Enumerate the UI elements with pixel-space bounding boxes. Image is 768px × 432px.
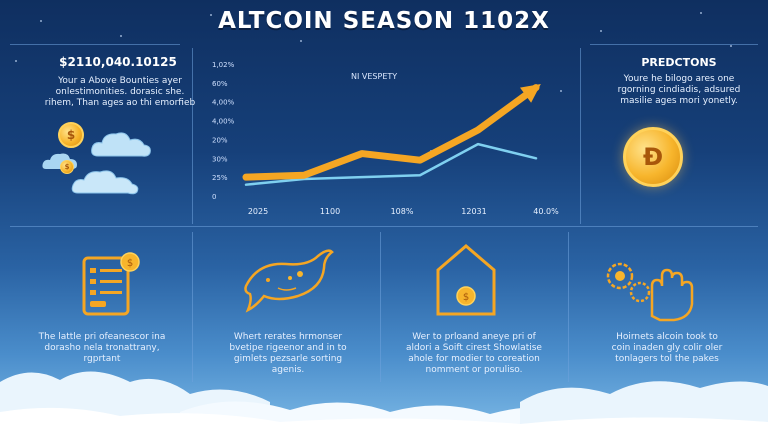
price-description: Your a Above Bounties ayer onlestimoniti… bbox=[44, 76, 196, 108]
y-tick-label: 0 bbox=[212, 193, 216, 201]
whale-icon bbox=[244, 249, 334, 313]
divider-right-chart bbox=[580, 48, 581, 224]
top-divider-left bbox=[10, 44, 180, 45]
trend-arrowhead bbox=[520, 84, 541, 103]
panel-2-text: Whert rerates hrmonser bvetipe rigeenor … bbox=[229, 332, 347, 375]
x-tick-label: 108% bbox=[391, 207, 414, 216]
series-line-blue bbox=[244, 142, 538, 186]
house-shield-icon: $ bbox=[436, 244, 496, 316]
y-tick-label: 1,02% bbox=[212, 61, 235, 69]
x-tick-label: 12031 bbox=[461, 207, 486, 216]
hand-coins-icon bbox=[606, 262, 694, 322]
cloud-icon bbox=[91, 132, 151, 157]
dollar-coin-icon: $ bbox=[58, 122, 84, 148]
panel-3-text: Wer to prloand aneye pri of aldori a Soi… bbox=[406, 332, 542, 375]
x-tick-label: 1100 bbox=[320, 207, 340, 216]
x-tick-label: 40.0% bbox=[533, 207, 559, 216]
y-tick-label: 60% bbox=[212, 80, 228, 88]
growth-chart: 1,02% 60% 4,00% 4,00% 20% 30% 25% 0 2025 1100 108%… bbox=[196, 48, 580, 222]
svg-text:$: $ bbox=[127, 258, 133, 269]
y-tick-label: 20% bbox=[212, 136, 228, 144]
divider-left-chart bbox=[192, 48, 193, 224]
chart-svg: 1,02% 60% 4,00% 4,00% 20% 30% 25% 0 2025 1100 108%… bbox=[212, 61, 559, 216]
panel-1-text: The lattle pri ofeanescor ina dorasho ne… bbox=[38, 332, 166, 364]
x-tick-label: 2025 bbox=[248, 207, 268, 216]
house-coin-symbol: $ bbox=[463, 292, 469, 303]
document-checklist-icon: $ bbox=[82, 252, 140, 316]
page-title: ALTCOIN SEASON 1102X bbox=[218, 8, 550, 34]
y-tick-label: 30% bbox=[212, 155, 228, 163]
divider-bottom-2 bbox=[380, 232, 381, 382]
cloud-large-icon bbox=[71, 170, 139, 195]
y-tick-label: 25% bbox=[212, 174, 228, 182]
middle-divider bbox=[10, 226, 758, 227]
predictions-description: Youre he bilogo ares one rgorning cindia… bbox=[617, 74, 741, 106]
chart-label: NI VESPETY bbox=[351, 72, 398, 81]
price-value: $2110,040.10125 bbox=[59, 55, 177, 69]
divider-bottom-1 bbox=[192, 232, 193, 382]
coin-symbol: Ð bbox=[642, 143, 664, 171]
predictions-heading: PREDCTONS bbox=[641, 56, 717, 69]
divider-bottom-3 bbox=[568, 232, 569, 382]
series-line-orange bbox=[242, 84, 540, 181]
small-coin-icon: $ bbox=[60, 160, 74, 174]
bottom-clouds-decoration bbox=[0, 371, 768, 432]
panel-4-text: Hoirnets alcoin took to coin inaden gly … bbox=[611, 332, 723, 364]
top-divider-right bbox=[590, 44, 758, 45]
dogecoin-coin-icon: Ð bbox=[623, 127, 683, 187]
y-tick-label: 4,00% bbox=[212, 99, 235, 107]
y-tick-label: 4,00% bbox=[212, 118, 235, 126]
